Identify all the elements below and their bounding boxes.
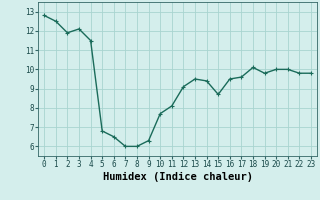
X-axis label: Humidex (Indice chaleur): Humidex (Indice chaleur) xyxy=(103,172,252,182)
